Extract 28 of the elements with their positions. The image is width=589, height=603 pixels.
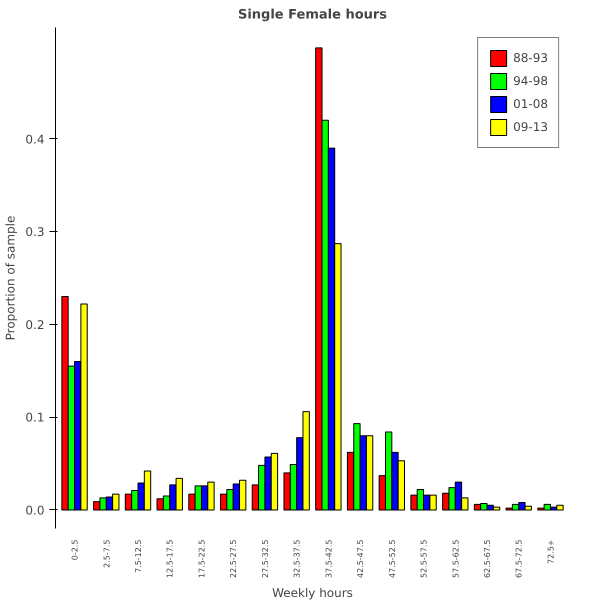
y-tick-label: 0.2	[25, 318, 45, 332]
chart-title: Single Female hours	[238, 8, 388, 22]
x-tick-label: 42.5-47.5	[356, 539, 366, 578]
x-tick-label: 17.5-22.5	[197, 539, 206, 578]
y-axis-title: Proportion of sample	[3, 216, 18, 340]
x-tick-label: 57.5-62.5	[451, 539, 460, 578]
x-tick-label: 47.5-52.5	[388, 539, 397, 578]
y-tick-label: 0.3	[25, 225, 45, 240]
y-tick-label: 0.4	[25, 132, 45, 146]
legend-label: 09-13	[513, 120, 548, 134]
x-tick-label: 37.5-42.5	[324, 539, 334, 578]
x-tick-label: 22.5-27.5	[229, 539, 238, 578]
x-tick-label: 67.5-72.5	[514, 539, 524, 578]
legend-label: 88-93	[513, 51, 548, 65]
x-tick-label: 12.5-17.5	[166, 539, 175, 578]
x-tick-label: 0-2.5	[70, 539, 80, 560]
x-axis-title: Weekly hours	[272, 586, 353, 600]
x-tick-label: 72.5+	[546, 540, 556, 564]
y-tick-label: 0.1	[25, 410, 45, 425]
x-tick-label: 2.5-7.5	[102, 539, 112, 568]
x-tick-label: 62.5-67.5	[483, 539, 492, 578]
y-tick-label: 0.0	[25, 503, 45, 518]
x-tick-label: 27.5-32.5	[260, 539, 270, 578]
legend-label: 01-08	[513, 97, 548, 111]
x-tick-label: 52.5-57.5	[420, 539, 429, 578]
x-tick-label: 32.5-37.5	[292, 539, 302, 578]
x-tick-label: 7.5-12.5	[134, 540, 143, 573]
legend-label: 94-98	[513, 74, 548, 88]
